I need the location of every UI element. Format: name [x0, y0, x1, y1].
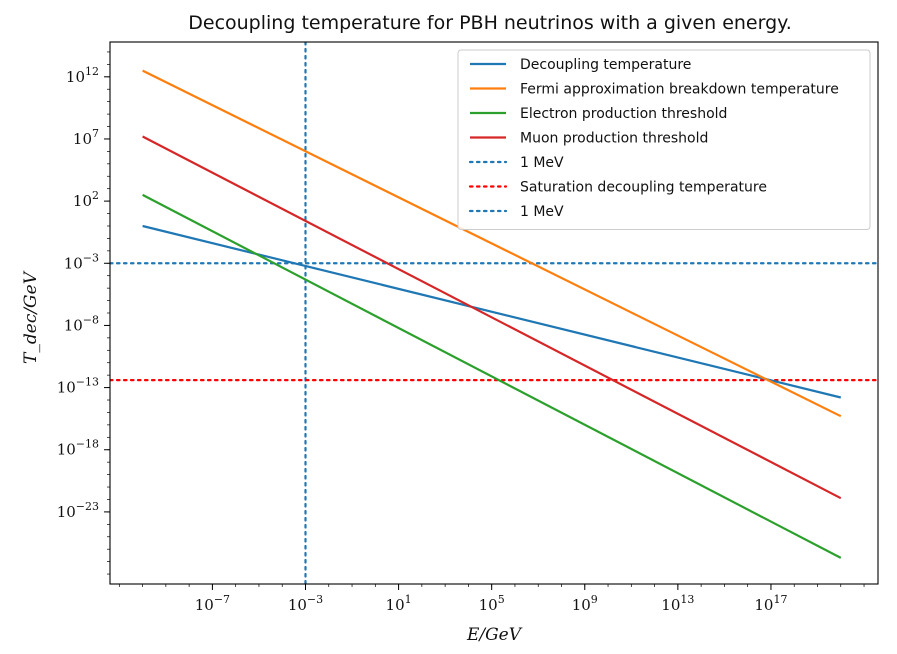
y-tick-label: 10−13 — [57, 376, 99, 397]
legend: Decoupling temperature Fermi approximatio… — [457, 49, 871, 230]
y-tick-label: 10−18 — [57, 438, 99, 459]
y-tick-label: 10−8 — [64, 313, 99, 334]
legend-label-3: Electron production threshold — [520, 106, 727, 122]
series-line-2 — [142, 69, 842, 418]
y-tick-label: 102 — [73, 189, 99, 210]
y-tick-label-base: 10 — [73, 192, 92, 210]
y-tick-label: 1012 — [66, 65, 99, 86]
x-tick-label-base: 10 — [572, 596, 591, 614]
y-tick-label-exponent: 2 — [92, 189, 99, 202]
y-tick-label: 10−23 — [57, 500, 99, 521]
legend-label-2: Fermi approximation breakdown temperatur… — [520, 82, 839, 98]
series-line-1 — [142, 224, 842, 399]
x-tick-label-base: 10 — [479, 596, 498, 614]
x-tick-label: 10−3 — [288, 593, 323, 614]
x-tick-label: 1013 — [661, 593, 694, 614]
x-tick-label-exponent: 17 — [773, 593, 787, 606]
x-tick-label: 105 — [479, 593, 505, 614]
y-tick-label-base: 10 — [64, 254, 83, 272]
x-tick-label-base: 10 — [288, 596, 307, 614]
y-tick-label: 107 — [73, 127, 99, 148]
legend-label-1: Decoupling temperature — [520, 57, 691, 73]
y-tick-label-base: 10 — [57, 503, 76, 521]
plot-contents — [110, 42, 878, 584]
x-tick-label-exponent: 5 — [498, 593, 505, 606]
legend-label-6: Saturation decoupling temperature — [520, 180, 767, 196]
x-tick-label-base: 10 — [754, 596, 773, 614]
y-tick-label-base: 10 — [57, 379, 76, 397]
y-tick-label-exponent: −23 — [76, 500, 99, 513]
x-tick-label-base: 10 — [661, 596, 680, 614]
x-tick-label-exponent: 1 — [405, 593, 412, 606]
x-tick-label-base: 10 — [386, 596, 405, 614]
y-tick-label-base: 10 — [64, 316, 83, 334]
x-tick-label-exponent: 13 — [680, 593, 694, 606]
legend-label-4: Muon production threshold — [520, 131, 708, 147]
y-tick-label-base: 10 — [66, 68, 85, 86]
x-tick-label-base: 10 — [195, 596, 214, 614]
x-tick-label-exponent: −3 — [307, 593, 323, 606]
y-tick-label: 10−3 — [64, 251, 99, 272]
x-tick-label-exponent: −7 — [214, 593, 230, 606]
y-tick-label-exponent: 7 — [92, 127, 99, 140]
y-tick-label-exponent: −3 — [83, 251, 99, 264]
series-line-3 — [142, 193, 842, 559]
x-tick-label-exponent: 9 — [591, 593, 598, 606]
y-axis-label: T_dec/GeV — [21, 270, 41, 364]
x-tick-label: 10−7 — [195, 593, 230, 614]
y-tick-label-base: 10 — [57, 441, 76, 459]
x-tick-label: 101 — [386, 593, 412, 614]
x-tick-label: 1017 — [754, 593, 787, 614]
legend-box — [457, 49, 871, 230]
y-tick-label-exponent: 12 — [85, 65, 99, 78]
series-line-4 — [142, 135, 842, 500]
y-tick-label-base: 10 — [73, 130, 92, 148]
legend-label-7: 1 MeV — [520, 204, 564, 220]
y-tick-label-exponent: −13 — [76, 376, 99, 389]
x-axis-label: E/GeV — [466, 625, 523, 645]
y-tick-label-exponent: −8 — [83, 313, 99, 326]
axes: 10−7 10−3 101 105 109 1013 1017101210710210−31… — [57, 41, 879, 614]
legend-label-5: 1 MeV — [520, 155, 564, 171]
x-tick-label: 109 — [572, 593, 598, 614]
chart-title: Decoupling temperature for PBH neutrinos… — [188, 12, 791, 34]
plot-area — [110, 42, 878, 584]
y-tick-label-exponent: −18 — [76, 438, 99, 451]
